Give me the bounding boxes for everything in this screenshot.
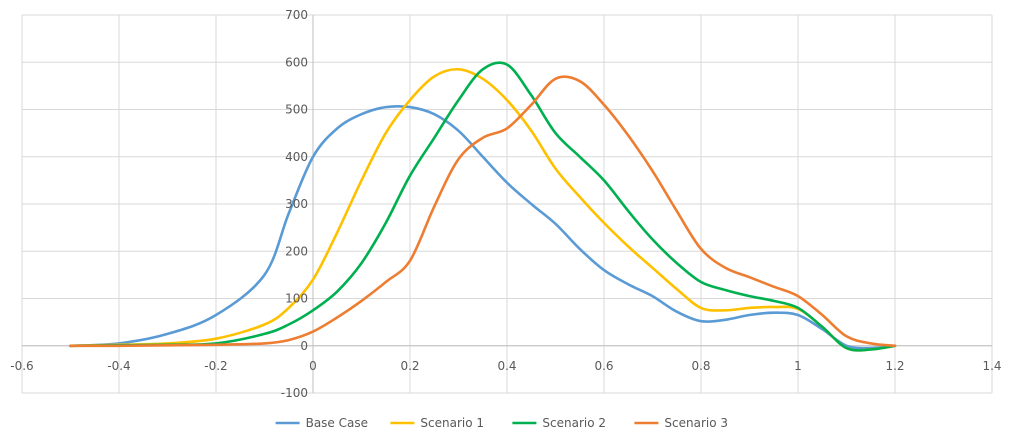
- y-tick-label: 400: [285, 150, 308, 164]
- legend-item-scenario-1: Scenario 1: [390, 416, 484, 430]
- y-tick-label: 200: [285, 244, 308, 258]
- x-tick-label: -0.6: [10, 359, 33, 373]
- y-tick-label: 100: [285, 292, 308, 306]
- x-tick-label: 1.4: [982, 359, 1001, 373]
- legend: Base Case Scenario 1 Scenario 2 Scenario 3: [275, 416, 728, 430]
- x-tick-label: 0.6: [594, 359, 613, 373]
- x-tick-label: 1.2: [885, 359, 904, 373]
- legend-item-scenario-3: Scenario 3: [634, 416, 728, 430]
- legend-label: Scenario 1: [420, 416, 484, 430]
- y-tick-label: 300: [285, 197, 308, 211]
- y-tick-label: -100: [281, 386, 308, 400]
- x-tick-label: 0.4: [497, 359, 516, 373]
- x-tick-label: -0.2: [204, 359, 227, 373]
- x-tick-label: 1: [794, 359, 802, 373]
- legend-label: Base Case: [306, 416, 368, 430]
- x-tick-label: -0.4: [107, 359, 130, 373]
- y-tick-label: 0: [300, 339, 308, 353]
- legend-item-base-case: Base Case: [275, 416, 368, 430]
- series-line-scenario-1: [69, 67, 897, 352]
- y-tick-label: 500: [285, 103, 308, 117]
- y-tick-label: 600: [285, 55, 308, 69]
- x-tick-label: 0.2: [400, 359, 419, 373]
- legend-label: Scenario 3: [664, 416, 728, 430]
- legend-label: Scenario 2: [542, 416, 606, 430]
- x-tick-label: 0.8: [691, 359, 710, 373]
- x-tick-label: 0: [309, 359, 317, 373]
- legend-item-scenario-2: Scenario 2: [512, 416, 606, 430]
- series-group: [69, 61, 897, 352]
- series-line-base-case: [69, 104, 897, 350]
- series-line-scenario-2: [69, 61, 897, 352]
- y-tick-label: 700: [285, 8, 308, 22]
- series-line-scenario-3: [69, 75, 897, 348]
